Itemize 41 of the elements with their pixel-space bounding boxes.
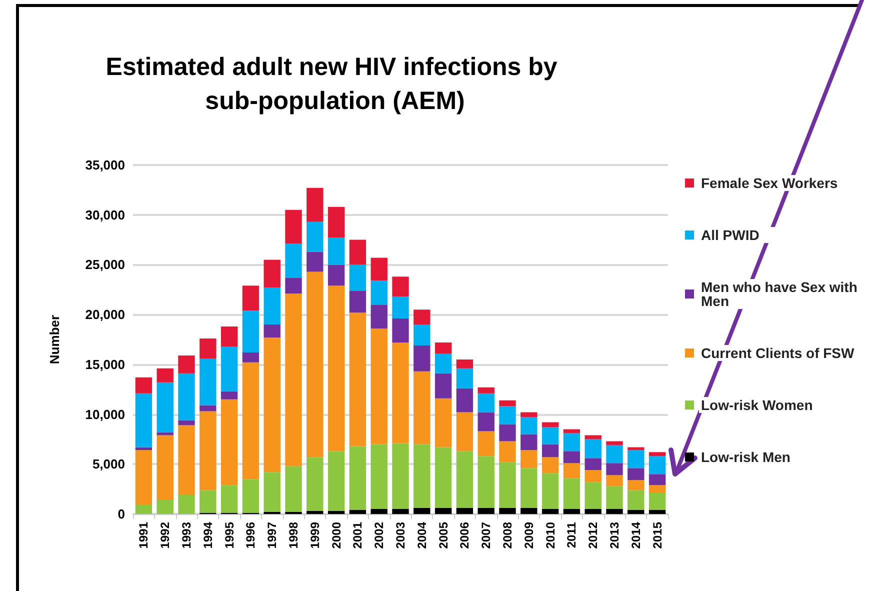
- y-tick-label: 25,000: [85, 257, 125, 272]
- chart-title: Estimated adult new HIV infections by sub-population (AEM): [106, 53, 564, 115]
- x-tick-label: 2012: [586, 522, 600, 549]
- x-tick-label: 2009: [522, 522, 536, 549]
- x-tick-label: 2001: [350, 522, 365, 549]
- y-tick-label: 5,000: [92, 456, 125, 472]
- legend-label: Female Sex Workers: [701, 175, 838, 191]
- x-tick-label: 1994: [200, 522, 215, 549]
- x-tick-label: 2008: [500, 522, 514, 549]
- x-tick-label: 1993: [180, 522, 194, 549]
- y-tick-label: 35,000: [85, 158, 125, 172]
- x-tick-label: 1997: [265, 522, 280, 549]
- x-tick-label: 2006: [458, 522, 472, 549]
- legend-label: Current Clients of FSW: [701, 345, 856, 361]
- x-tick-label: 2000: [329, 522, 344, 549]
- x-tick-label: 2015: [650, 522, 664, 549]
- legend-label: All PWID: [701, 227, 760, 243]
- x-tick-label: 1995: [222, 522, 236, 549]
- x-tick-label: 2004: [414, 522, 429, 549]
- x-tick-label: 1992: [158, 522, 172, 549]
- x-tick-label: 1996: [244, 522, 258, 549]
- y-tick-label: 15,000: [85, 356, 125, 372]
- y-tick-label: 30,000: [85, 207, 125, 222]
- y-tick-label: 10,000: [85, 406, 125, 422]
- legend-label: Low-risk Women: [701, 397, 813, 413]
- x-tick-label: 2014: [628, 522, 643, 549]
- x-tick-label: 2003: [394, 522, 408, 549]
- y-tick-label: 0: [118, 506, 125, 522]
- x-tick-label: 1999: [308, 522, 322, 549]
- x-tick-label: 2010: [543, 522, 558, 549]
- legend-label: Low-risk Men: [701, 449, 790, 465]
- x-tick-label: 2005: [436, 522, 450, 549]
- x-tick-label: 2013: [608, 522, 622, 549]
- y-tick-label: 20,000: [85, 307, 125, 322]
- y-axis-title: Number: [47, 314, 62, 364]
- x-tick-label: 1991: [136, 522, 151, 549]
- x-tick-label: 2007: [479, 522, 494, 549]
- x-tick-label: 2002: [372, 522, 386, 549]
- x-tick-label: 2011: [564, 522, 579, 548]
- x-tick-label: 1998: [286, 522, 300, 549]
- legend-label: Men who have Sex with Men: [701, 279, 862, 309]
